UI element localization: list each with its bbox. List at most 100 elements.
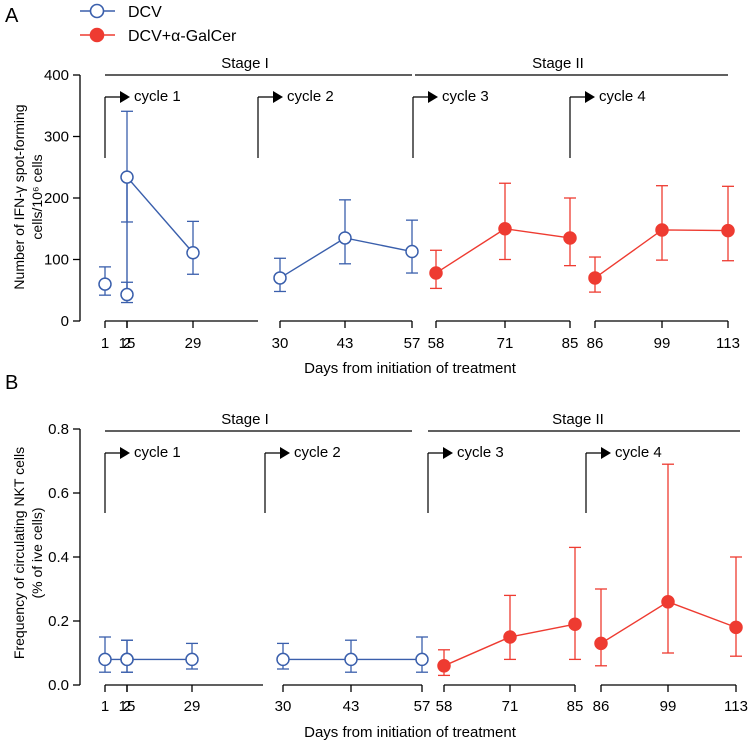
cycle-label: cycle 4	[599, 88, 646, 105]
cycle-arrow-icon	[585, 91, 595, 103]
cycle-arrow-icon	[120, 91, 130, 103]
data-point	[120, 170, 134, 184]
data-point	[588, 271, 602, 285]
cycle-label: cycle 4	[615, 444, 662, 461]
x-tick-label: 43	[337, 335, 354, 352]
series-line	[126, 175, 194, 295]
x-tick-label: 1	[101, 335, 109, 352]
panel-b: B 0.0 0.2 0.4 0.6 0.8 Frequency of circulating…	[5, 372, 748, 741]
series-dcv	[98, 110, 419, 304]
y-axis-label-line-1: Number of IFN-γ spot-forming	[11, 104, 27, 289]
y-tick-label: 0.6	[48, 485, 69, 502]
stage-label: Stage II	[532, 55, 584, 72]
legend-label: DCV+α-GalCer	[128, 28, 237, 45]
cycle-label: cycle 3	[442, 88, 489, 105]
x-tick-label: 71	[497, 335, 514, 352]
data-point	[429, 266, 443, 280]
data-point	[729, 620, 743, 635]
y-axis-label-line-2: (% of ive cells)	[29, 507, 45, 598]
legend: DCV DCV+α-GalCer	[80, 3, 237, 45]
x-axis-label: Days from initiation of treatment	[304, 360, 517, 377]
stage-label: Stage II	[552, 411, 604, 428]
x-tick-label: 1	[101, 698, 109, 715]
cycle-label: cycle 1	[134, 88, 181, 105]
cycle-arrow-icon	[601, 447, 611, 459]
x-tick-label: 30	[275, 698, 292, 715]
data-point	[338, 231, 352, 245]
series-line	[435, 228, 571, 274]
x-tick-label: 86	[593, 698, 610, 715]
y-tick-label: 0.2	[48, 613, 69, 630]
x-tick-label: 99	[660, 698, 677, 715]
data-point	[120, 652, 134, 667]
data-point	[276, 652, 290, 667]
x-tick-label: 99	[654, 335, 671, 352]
x-tick-label: 2	[123, 335, 131, 352]
x-tick-label: 30	[272, 335, 289, 352]
y-tick-label: 300	[44, 129, 69, 146]
legend-label: DCV	[128, 4, 162, 21]
data-point	[568, 617, 582, 631]
data-point	[405, 244, 419, 259]
cycle-label: cycle 2	[294, 444, 341, 461]
cycle-label: cycle 1	[134, 444, 181, 461]
cycle-arrow-icon	[273, 91, 283, 103]
data-point	[415, 652, 429, 667]
cycle-arrow-icon	[443, 447, 453, 459]
y-axis-label-line-1: Frequency of circulating NKT cells	[11, 447, 27, 659]
x-axis-label: Days from initiation of treatment	[304, 724, 517, 741]
x-tick-label: 58	[436, 698, 453, 715]
y-axis-label-line-2: cells/10⁶ cells	[29, 154, 45, 239]
stage-label: Stage I	[221, 55, 269, 72]
y-tick-label: 0.8	[48, 421, 69, 438]
data-point	[655, 223, 669, 237]
legend-marker	[89, 3, 105, 19]
data-point	[503, 630, 517, 644]
series-dcv-galcer	[437, 463, 743, 677]
legend-marker	[89, 27, 105, 43]
cycle-arrow-icon	[428, 91, 438, 103]
data-point	[185, 652, 199, 667]
data-point	[594, 636, 608, 651]
panel-label: B	[5, 372, 18, 394]
y-tick-label: 400	[44, 67, 69, 84]
cycle-arrow-icon	[120, 447, 130, 459]
data-point	[98, 277, 112, 291]
data-point	[273, 271, 287, 285]
x-tick-label: 113	[724, 698, 748, 715]
cycle-label: cycle 2	[287, 88, 334, 105]
x-tick-label: 15	[119, 335, 136, 352]
data-point	[344, 652, 358, 667]
x-tick-label: 58	[428, 335, 445, 352]
x-tick-label: 86	[587, 335, 604, 352]
y-tick-label: 0	[61, 313, 69, 330]
stage-label: Stage I	[221, 411, 269, 428]
data-point	[120, 287, 134, 302]
x-tick-label: 15	[119, 698, 136, 715]
panel-label: A	[5, 5, 19, 27]
panel-a: A 0 100 200 300 400 Number of IFN-γ spot-formi…	[5, 5, 740, 377]
x-tick-label: 57	[414, 698, 431, 715]
data-point	[186, 245, 200, 260]
data-point	[661, 595, 675, 609]
y-tick-label: 0.4	[48, 549, 69, 566]
x-tick-label: 29	[184, 698, 201, 715]
series-dcv-galcer	[429, 182, 735, 293]
data-point	[437, 659, 451, 673]
y-tick-label: 200	[44, 190, 69, 207]
cycle-label: cycle 3	[457, 444, 504, 461]
x-tick-label: 85	[562, 335, 579, 352]
x-tick-label: 71	[502, 698, 519, 715]
data-point	[98, 652, 112, 667]
x-tick-label: 113	[716, 335, 740, 352]
x-tick-label: 29	[185, 335, 202, 352]
x-tick-label: 2	[123, 698, 131, 715]
y-tick-label: 100	[44, 252, 69, 269]
y-tick-label: 0.0	[48, 677, 69, 694]
x-tick-label: 43	[343, 698, 360, 715]
data-point	[498, 222, 512, 236]
data-point	[721, 223, 735, 238]
x-tick-label: 85	[567, 698, 584, 715]
cycle-arrow-icon	[280, 447, 290, 459]
